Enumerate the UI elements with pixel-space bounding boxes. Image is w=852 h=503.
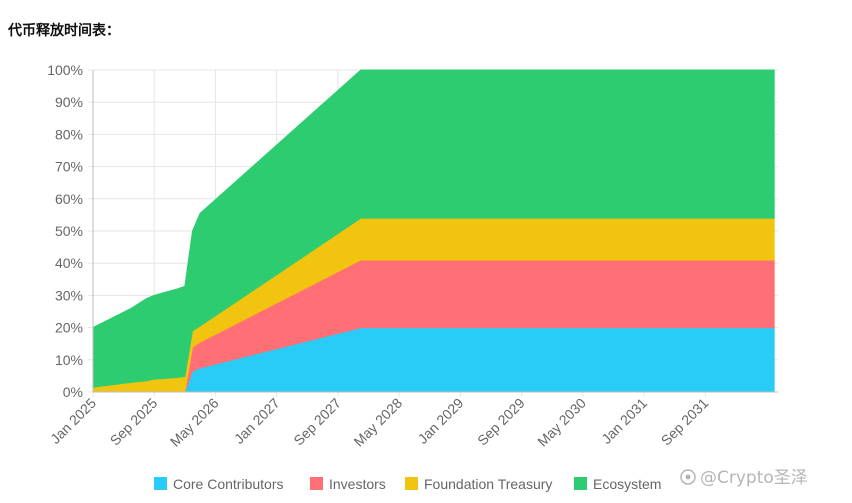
legend-swatch-foundation-treasury [405,477,418,490]
y-axis-ticks: 0% 10% 20% 30% 40% 50% 60% 70% 80% 90% 100% [47,62,83,400]
y-tick-label: 60% [55,191,83,207]
y-tick-label: 10% [55,352,83,368]
chart-areas [92,69,775,393]
y-tick-label: 0% [63,384,83,400]
page-title: 代币释放时间表： [8,23,120,39]
chart-axes [92,70,778,393]
legend-label-investors: Investors [329,476,386,492]
y-tick-label: 40% [55,255,83,271]
x-tick-label: Sep 2031 [658,395,712,449]
watermark-text: @Crypto圣泽 [700,468,808,488]
watermark: @Crypto圣泽 [680,468,808,488]
y-tick-label: 100% [47,62,83,78]
y-tick-label: 50% [55,223,83,239]
y-tick-label: 70% [55,159,83,175]
x-tick-label: Jan 2029 [414,395,466,447]
legend-label-core-contributors: Core Contributors [173,476,284,492]
watermark-logo-dot [685,474,691,480]
x-tick-label: Sep 2029 [474,395,528,449]
chart-legend: Core Contributors Investors Foundation Tre… [154,476,661,492]
x-tick-label: Sep 2025 [107,395,161,449]
x-tick-label: May 2028 [350,395,405,450]
x-tick-label: Jan 2025 [47,395,99,447]
watermark-logo-icon [680,469,696,485]
legend-label-ecosystem: Ecosystem [593,476,661,492]
x-tick-label: Jan 2031 [598,395,650,447]
legend-label-foundation-treasury: Foundation Treasury [424,476,552,492]
y-tick-label: 20% [55,320,83,336]
legend-swatch-ecosystem [574,477,587,490]
x-axis-ticks: Jan 2025 Sep 2025 May 2026 Jan 2027 Sep 2027… [47,395,711,450]
area-ecosystem [92,69,775,388]
x-tick-label: May 2030 [534,395,589,450]
y-tick-label: 90% [55,94,83,110]
legend-swatch-core-contributors [154,477,167,490]
y-tick-label: 80% [55,126,83,142]
legend-swatch-investors [310,477,323,490]
x-tick-label: Sep 2027 [290,395,344,449]
y-tick-label: 30% [55,287,83,303]
x-tick-label: May 2026 [167,395,222,450]
x-tick-label: Jan 2027 [231,395,283,447]
